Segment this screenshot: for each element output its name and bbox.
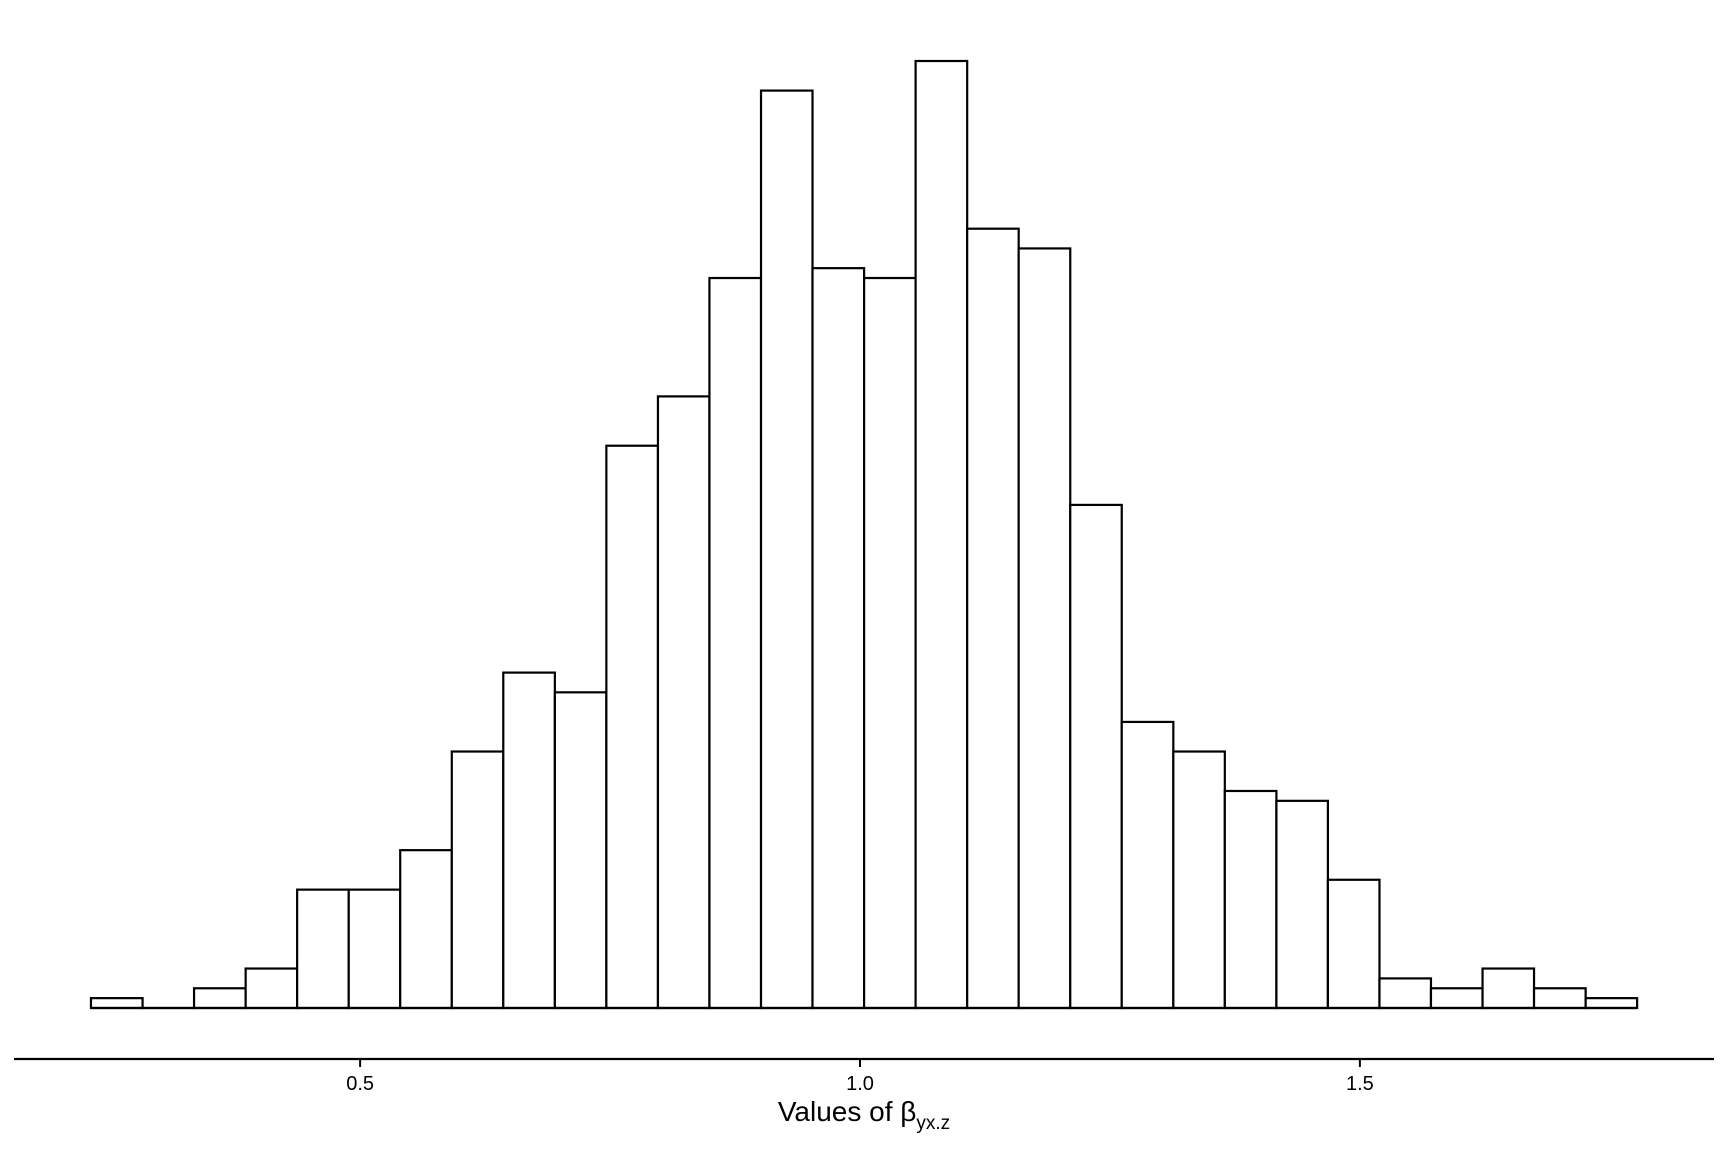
histogram-bar-28 — [1481, 967, 1536, 1010]
x-tick-label-1: 0.5 — [346, 1073, 374, 1095]
histogram-bar-30 — [1584, 997, 1639, 1010]
histogram-bar-20 — [1069, 503, 1123, 1010]
histogram-bar-13 — [708, 276, 763, 1010]
x-tick-label-2: 1.0 — [846, 1073, 874, 1095]
x-axis-title-main: Values of β — [778, 1096, 917, 1127]
histogram-bar-11 — [605, 444, 660, 1010]
histogram-bar-17 — [914, 59, 969, 1010]
histogram-bar-16 — [862, 276, 917, 1010]
histogram-bar-26 — [1378, 977, 1433, 1010]
histogram-bar-18 — [966, 227, 1020, 1010]
histogram-bar-24 — [1275, 799, 1329, 1010]
histogram-bar-5 — [296, 888, 350, 1010]
x-axis-ticks: 0.5 1.0 1.5 — [346, 1059, 1374, 1095]
histogram-bar-9 — [502, 671, 556, 1010]
histogram-bar-19 — [1017, 247, 1072, 1010]
histogram-bar-3 — [192, 987, 247, 1010]
histogram-bar-21 — [1120, 720, 1175, 1010]
histogram-bar-8 — [450, 750, 505, 1010]
histogram-bar-6 — [347, 888, 402, 1010]
histogram-bar-14 — [759, 89, 814, 1010]
histogram-bar-29 — [1532, 987, 1587, 1010]
x-axis-title: Values of βyx.z — [778, 1096, 950, 1134]
histogram-bar-27 — [1429, 987, 1484, 1010]
histogram-bar-12 — [656, 395, 711, 1010]
histogram-bar-1 — [89, 997, 144, 1010]
histogram-bar-15 — [811, 267, 866, 1010]
histogram-bar-22 — [1172, 750, 1226, 1010]
x-axis-title-subscript: yx.z — [916, 1113, 950, 1134]
histogram-bar-7 — [399, 849, 453, 1010]
histogram-bars — [89, 59, 1639, 1010]
x-tick-label-3: 1.5 — [1346, 1073, 1374, 1095]
histogram-bar-4 — [244, 967, 299, 1010]
histogram-bar-23 — [1223, 789, 1278, 1010]
histogram-bar-25 — [1326, 878, 1381, 1010]
histogram-bar-10 — [553, 691, 608, 1010]
